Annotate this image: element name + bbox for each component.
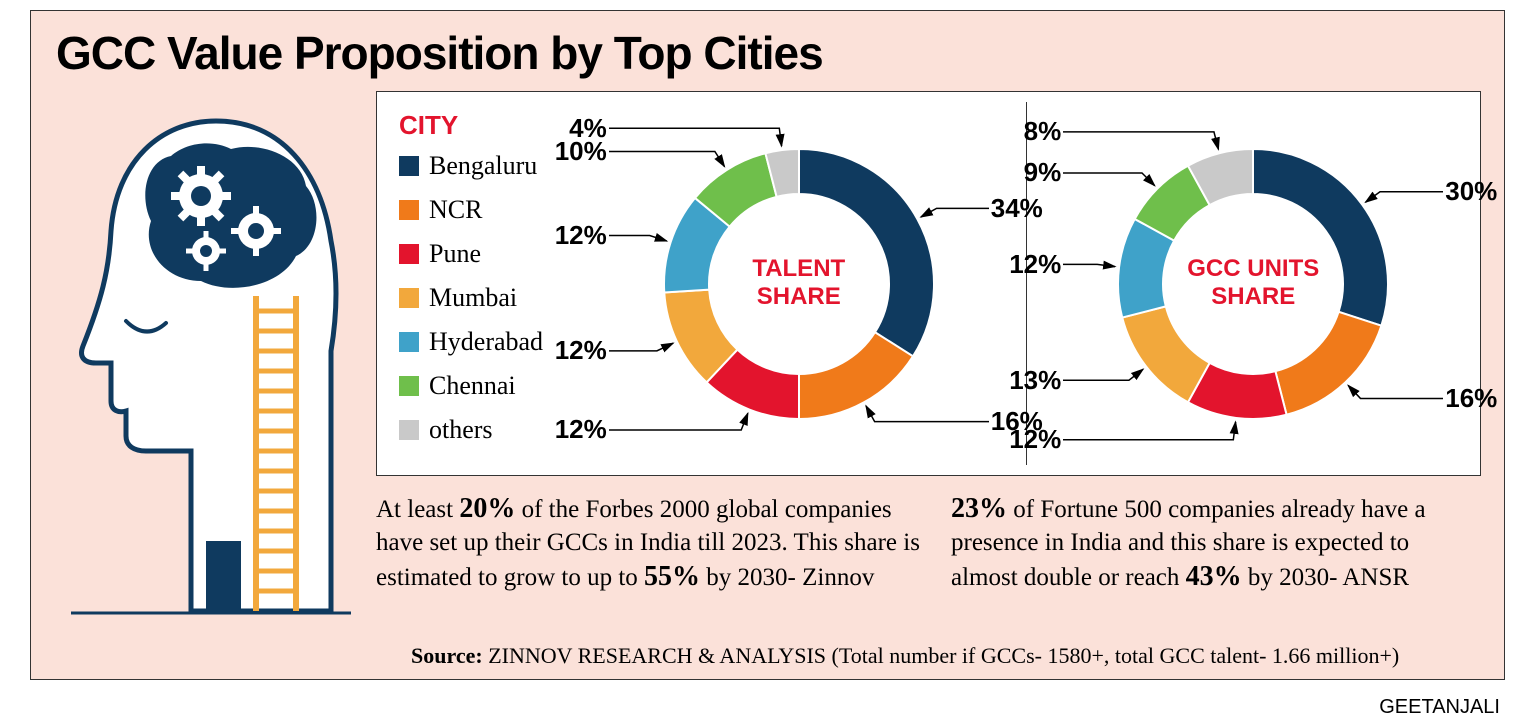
slice-label: 16%: [1445, 383, 1497, 414]
legend-swatch: [399, 156, 419, 176]
slice-label: 12%: [1009, 424, 1061, 455]
slice-label: 12%: [1009, 249, 1061, 280]
legend-label: others: [429, 415, 493, 445]
chart-center-label: GCC UNITS SHARE: [1173, 255, 1333, 313]
legend-swatch: [399, 200, 419, 220]
slice-label: 8%: [1024, 116, 1062, 147]
body-text-left: At least 20% of the Forbes 2000 global c…: [376, 491, 921, 595]
slice-label: 12%: [555, 414, 607, 445]
legend-swatch: [399, 288, 419, 308]
legend-label: Pune: [429, 239, 481, 269]
source-line: Source: ZINNOV RESEARCH & ANALYSIS (Tota…: [411, 643, 1399, 669]
head-illustration: [71, 101, 351, 621]
legend-item: Pune: [399, 239, 560, 269]
slice-label: 9%: [1024, 157, 1062, 188]
slice-label: 30%: [1445, 176, 1497, 207]
legend-swatch: [399, 244, 419, 264]
legend-label: Chennai: [429, 371, 516, 401]
legend-item: Chennai: [399, 371, 560, 401]
chart-gcc-units-share: GCC UNITS SHARE 30%16%12%13%12%9%8%: [1027, 92, 1481, 475]
legend-item: Bengaluru: [399, 151, 560, 181]
legend-label: Hyderabad: [429, 327, 543, 357]
legend-label: NCR: [429, 195, 482, 225]
legend-label: Bengaluru: [429, 151, 537, 181]
donut-slice: [799, 149, 934, 356]
charts-panel: CITY Bengaluru NCR Pune Mumbai Hyderabad Chen…: [376, 91, 1481, 476]
chart-talent-share: TALENT SHARE 34%16%12%12%12%10%4%: [572, 92, 1026, 475]
legend-item: Hyderabad: [399, 327, 560, 357]
chart-center-label: TALENT SHARE: [719, 255, 879, 313]
main-title: GCC Value Proposition by Top Cities: [56, 26, 823, 80]
credit: GEETANJALI: [1379, 696, 1500, 719]
donut-slice: [1276, 311, 1382, 414]
legend-swatch: [399, 332, 419, 352]
body-text-right: 23% of Fortune 500 companies already hav…: [951, 491, 1481, 595]
donut-slice: [799, 332, 913, 419]
legend-label: Mumbai: [429, 283, 517, 313]
infographic-panel: GCC Value Proposition by Top Cities: [30, 10, 1505, 680]
legend-item: NCR: [399, 195, 560, 225]
legend-item: others: [399, 415, 560, 445]
legend-swatch: [399, 420, 419, 440]
legend: CITY Bengaluru NCR Pune Mumbai Hyderabad Chen…: [377, 92, 572, 475]
slice-label: 4%: [569, 113, 607, 144]
slice-label: 13%: [1009, 365, 1061, 396]
donut-slice: [1122, 306, 1209, 402]
legend-swatch: [399, 376, 419, 396]
slice-label: 12%: [555, 335, 607, 366]
slice-label: 12%: [555, 220, 607, 251]
legend-item: Mumbai: [399, 283, 560, 313]
legend-header: CITY: [399, 110, 560, 141]
